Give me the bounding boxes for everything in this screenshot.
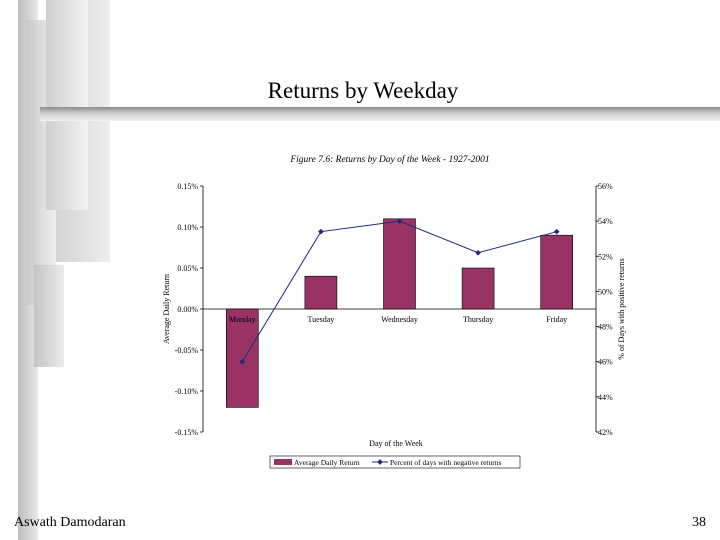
legend: Average Daily Return Percent of days wit… <box>269 455 521 469</box>
y2-tick-label: 42% <box>598 428 613 437</box>
slide-title: Returns by Weekday <box>267 78 459 103</box>
y2-tick-label: 54% <box>598 217 613 226</box>
x-tick-label: Friday <box>546 315 567 324</box>
bar <box>304 275 338 310</box>
x-tick-label: Wednesday <box>381 315 418 324</box>
legend-bar-swatch <box>274 459 292 465</box>
y2-tick-label: 52% <box>598 252 613 261</box>
y-tick-label: 0.10% <box>177 223 198 232</box>
y2-tick-label: 48% <box>598 323 613 332</box>
line-point <box>239 358 246 365</box>
line-point <box>553 228 560 235</box>
legend-box <box>269 455 521 469</box>
legend-line-label: Percent of days with negative returns <box>390 458 502 467</box>
bar <box>226 308 259 408</box>
bar <box>461 267 495 310</box>
y2-tick-label: 46% <box>598 358 613 367</box>
decor-block-4 <box>46 0 88 210</box>
y2-tick-label: 56% <box>598 182 613 191</box>
bar <box>540 234 574 310</box>
y-tick-label: -0.05% <box>175 346 199 355</box>
chart-title: Figure 7.6: Returns by Day of the Week -… <box>289 154 489 165</box>
line-point <box>475 249 481 256</box>
y2-tick-label: 50% <box>598 287 613 296</box>
y-tick-label: 0.05% <box>177 264 198 273</box>
y-tick-label: 0.15% <box>177 182 198 191</box>
line-series <box>239 218 560 365</box>
page-number: 38 <box>692 515 706 530</box>
legend-line-marker <box>377 459 383 465</box>
y-tick-label: 0.00% <box>177 305 198 314</box>
x-tick-label: Thursday <box>463 315 493 324</box>
chart-area <box>140 148 635 478</box>
legend-bar-label: Average Daily Return <box>294 458 360 467</box>
bar <box>383 218 416 310</box>
footer-author: Aswath Damodaran <box>14 515 126 530</box>
x-axis-title: Day of the Week <box>369 439 423 448</box>
line-point <box>318 228 324 235</box>
line-point <box>396 218 403 224</box>
x-tick-label: Monday <box>229 315 256 324</box>
tick-labels: 0.15% 0.10% 0.05% 0.00% -0.05% -0.10% -0.15% 56… <box>175 182 613 437</box>
y2-tick-label: 44% <box>598 393 613 402</box>
bars <box>226 218 574 408</box>
y-tick-label: -0.15% <box>175 428 199 437</box>
x-tick-label: Tuesday <box>307 315 334 324</box>
y-axis-title: Average Daily Return <box>162 274 171 344</box>
decor-block-5 <box>34 265 64 367</box>
title-rule <box>40 107 720 121</box>
y-tick-label: -0.10% <box>175 387 199 396</box>
y2-axis-title: % of Days with positive returns <box>617 258 626 360</box>
